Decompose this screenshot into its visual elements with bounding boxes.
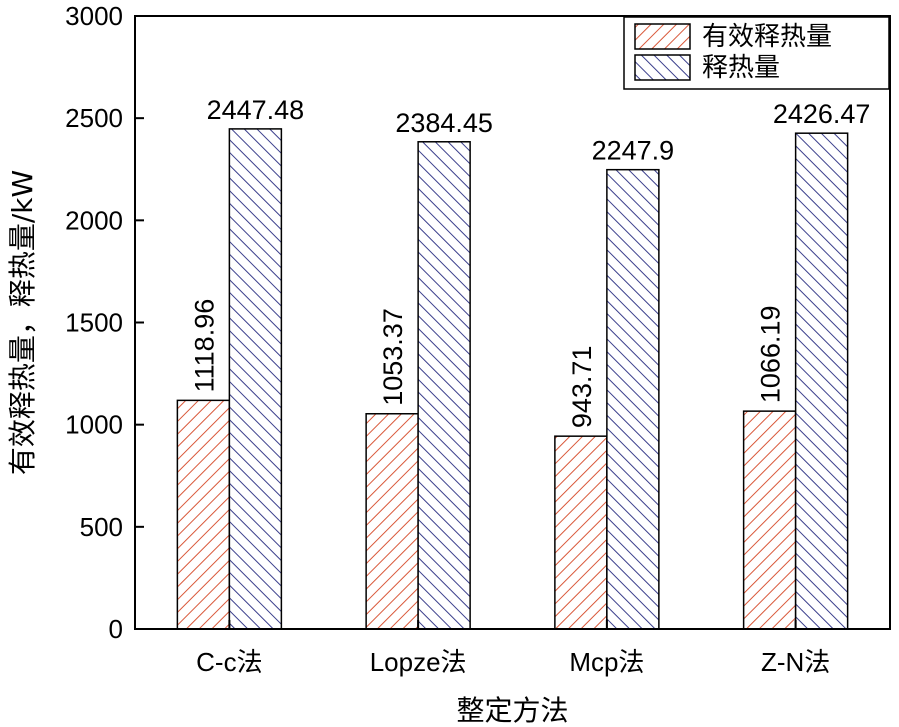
bar-value-label: 943.71 [567, 346, 597, 429]
x-tick-label: Z-N法 [761, 647, 830, 677]
bar [228, 128, 283, 630]
bar-value-label: 1118.96 [189, 299, 219, 393]
bar-value-label: 2447.48 [207, 95, 305, 125]
legend-swatch [634, 54, 691, 81]
y-tick-label: 3000 [65, 1, 123, 31]
x-tick-label: C-c法 [196, 647, 262, 677]
bar [365, 413, 419, 630]
y-tick-label: 2000 [65, 205, 123, 235]
bar-value-label: 2426.47 [773, 99, 871, 129]
bars-layer [176, 128, 849, 630]
y-tick-label: 2500 [65, 103, 123, 133]
y-tick-label: 0 [109, 614, 123, 644]
bar [742, 410, 797, 630]
y-tick-label: 1500 [65, 308, 123, 338]
axes-layer: 0 500 1000 1500 2000 2500 3000 C-c法 Lopze法 Mcp法 Z-… [65, 1, 830, 677]
legend-label: 有效释热量 [702, 22, 832, 52]
x-tick-label: Lopze法 [370, 647, 467, 677]
bar [176, 399, 231, 630]
bar-value-label: 1066.19 [756, 306, 786, 404]
y-tick-label: 1000 [65, 410, 123, 440]
bar-value-label: 2384.45 [395, 108, 493, 138]
legend-swatch [634, 23, 691, 50]
y-tick-label: 500 [80, 512, 123, 542]
x-tick-label: Mcp法 [569, 647, 644, 677]
bar [606, 168, 660, 630]
bar-value-label: 1053.37 [378, 308, 408, 406]
bar [417, 141, 471, 630]
data-labels-layer: 1118.96 2447.48 1053.37 2384.45 943.71 2247.9… [189, 95, 870, 428]
x-axis-title: 整定方法 [456, 694, 568, 727]
bar [794, 132, 849, 630]
legend-label: 释热量 [702, 53, 780, 83]
y-axis-title: 有效释热量，释热量/kW [6, 170, 39, 475]
bar-value-label: 2247.9 [592, 136, 675, 166]
bar [554, 435, 608, 630]
